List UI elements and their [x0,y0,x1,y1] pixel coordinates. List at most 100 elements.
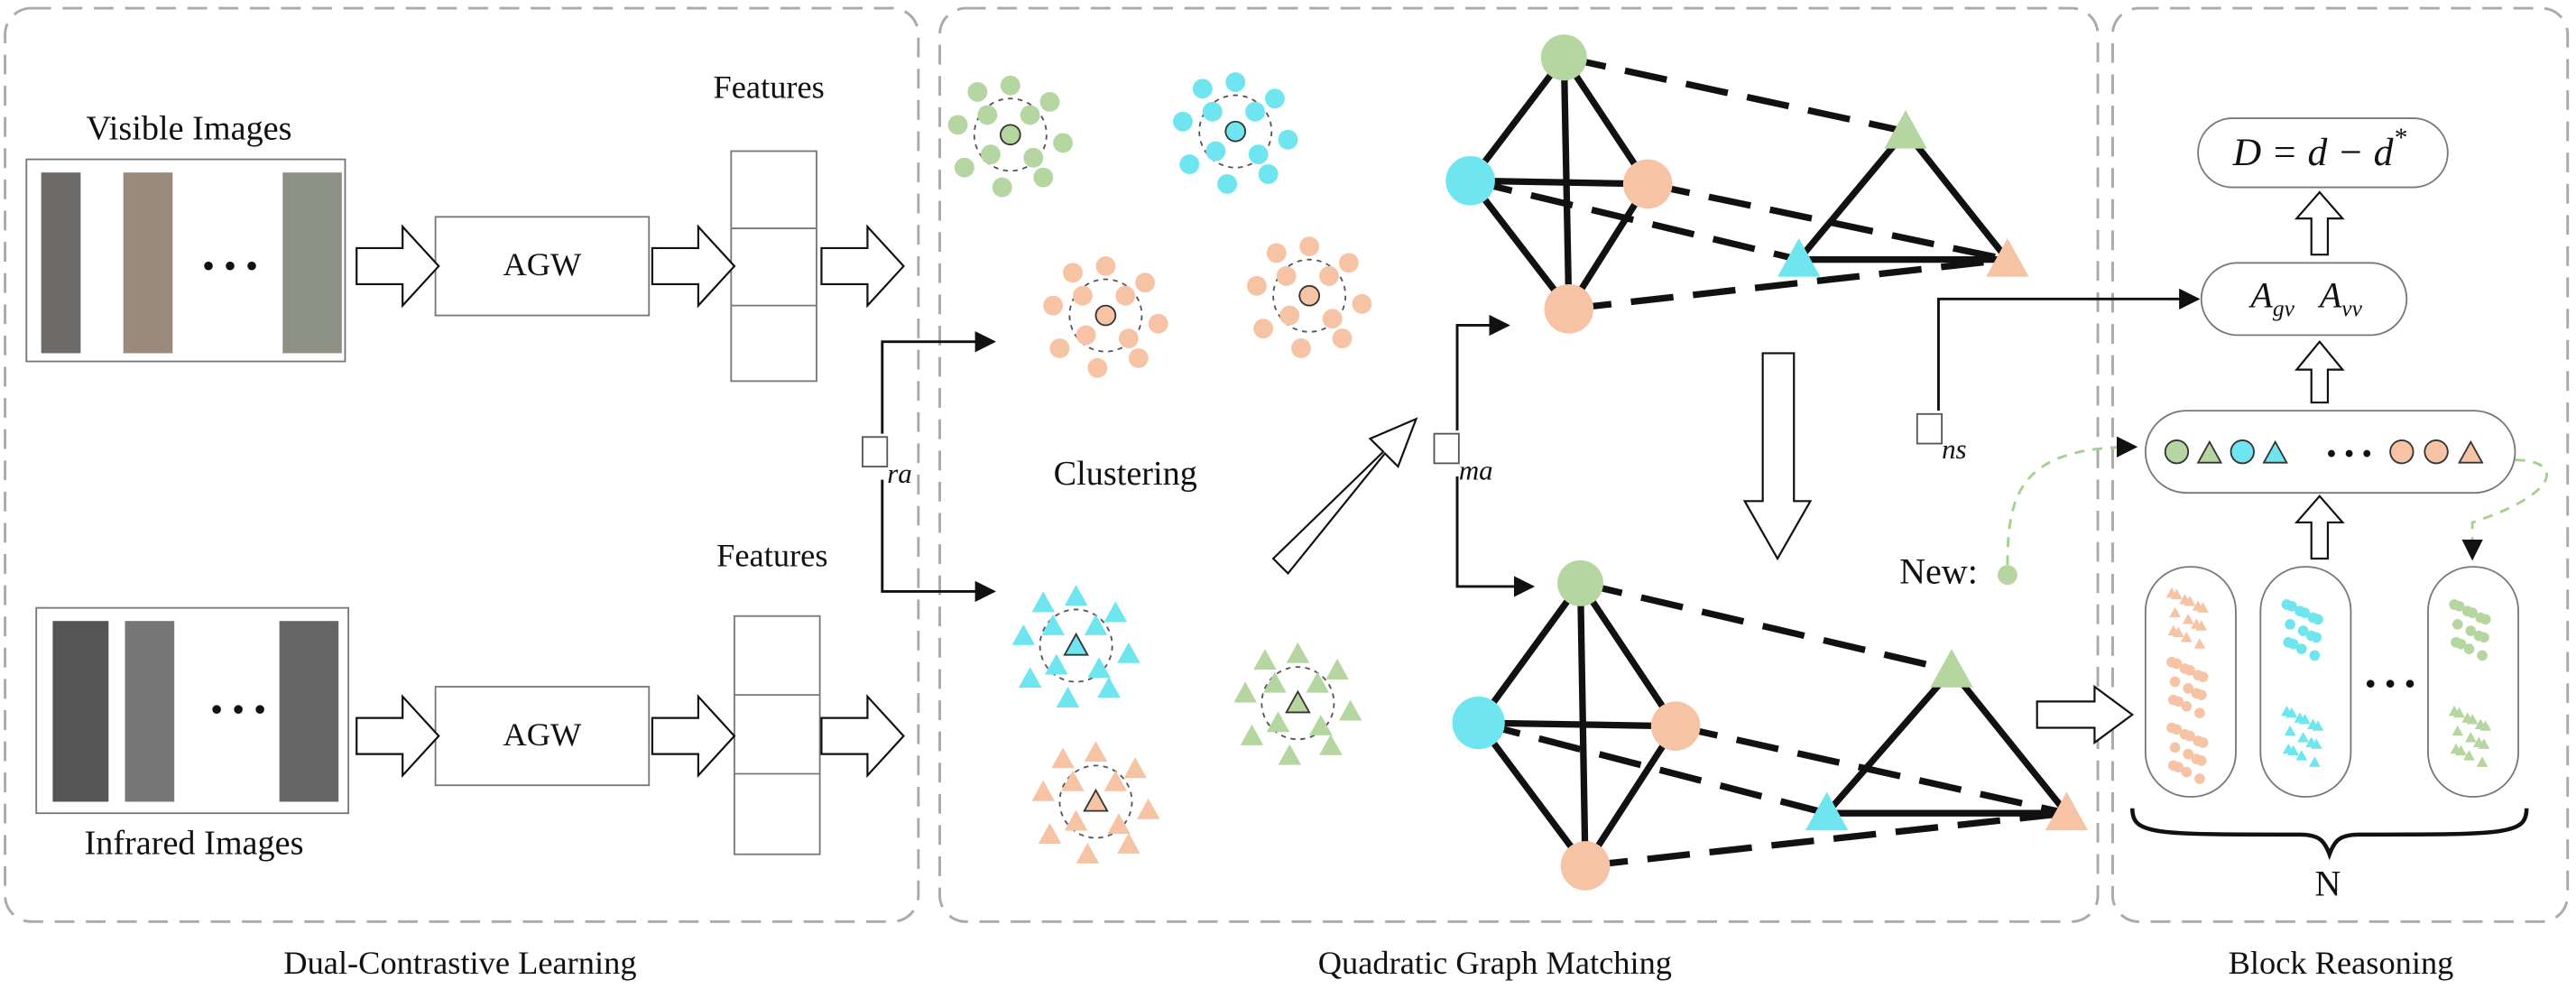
cluster-point [1020,105,1040,125]
feature-vector [730,150,817,383]
block-point [2451,619,2463,630]
loss-symbol [1916,412,1944,445]
block-point [2464,732,2477,743]
person-image [52,621,109,802]
cluster-center [999,124,1021,146]
features-label: Features [714,69,825,105]
cluster-point [1266,243,1287,263]
block-point [2295,750,2308,761]
cluster-point [1056,687,1080,707]
person-image [125,621,175,802]
cluster-point [1263,671,1287,693]
block-point [2451,725,2464,736]
block-point [2172,626,2184,638]
graph-node [1884,109,1927,149]
connector [1455,476,1536,597]
cluster-point [1053,133,1074,153]
cluster-point [1258,164,1279,184]
block-sequence [2144,410,2516,494]
graph-node [1622,159,1673,209]
block-point [2479,720,2492,731]
graph-node [1557,559,1604,606]
panel-frame [4,6,920,923]
person-image [279,621,339,802]
block-point [2455,744,2467,756]
cluster-boundary [1058,764,1133,839]
block-point [2297,625,2309,636]
encoder-label: AGW [503,246,582,282]
brace [2130,808,2529,861]
cluster-point [1023,147,1044,168]
cluster-point [1103,770,1128,791]
cluster-point [1245,101,1266,122]
cluster-point [1319,265,1339,286]
matrix-base: A [2248,275,2273,316]
cluster-center [1094,304,1117,327]
cluster-point [1064,585,1088,606]
block-point [2455,638,2467,650]
block-point [2287,744,2300,756]
block-point [2195,620,2208,631]
hollow-arrow [355,224,440,309]
block-token [2424,439,2449,465]
connector [2006,436,2138,566]
block-point [2309,650,2321,661]
cluster-point [1291,338,1311,358]
hollow-arrow [2294,339,2345,404]
block-point [2169,742,2181,753]
cluster-point [1192,79,1213,99]
block-point [2295,643,2307,654]
cluster-point [947,115,968,135]
block-point [2313,614,2323,625]
cluster-point [1233,681,1257,703]
cluster-point [1137,798,1160,819]
cluster-boundary [1260,666,1335,741]
cluster-point [1225,72,1246,92]
formula-box [2197,117,2449,189]
block-token [2262,439,2288,464]
cluster-point [1076,325,1096,346]
cluster-point [1117,833,1140,854]
block-token [2196,439,2223,464]
hollow-arrow [2294,494,2345,560]
block-point [2195,755,2207,766]
graph-edge [1949,668,2070,816]
block-point [2183,748,2194,760]
loss-symbol [862,436,889,467]
cluster-point [1246,275,1267,296]
block-point [2184,730,2195,742]
block-point [2478,738,2490,749]
hollow-arrow [820,694,905,779]
cluster-point [1286,642,1310,663]
block-point [2180,632,2193,642]
graph-edge [1467,179,1572,311]
ellipsis: • • • [2365,665,2415,701]
block-point [2467,607,2478,618]
ellipsis: • • • [210,689,266,729]
cluster-point [1097,677,1121,698]
block-point [2311,632,2322,643]
cluster-point [1202,101,1223,122]
cluster-point [1107,813,1131,835]
block-point [2173,762,2184,773]
graph-node [1445,155,1495,206]
block-point [2171,658,2183,670]
cluster-point [1061,770,1085,791]
cluster-point [1076,842,1100,864]
cluster-point [1309,714,1333,735]
graph-node [1544,283,1594,334]
cluster-point [1338,699,1362,721]
cluster-point [1240,724,1264,745]
graph-edge [1475,720,1588,868]
block-point [2310,738,2322,749]
matching-edge [1477,719,1828,817]
person-image [282,172,342,354]
cluster-point [1319,734,1343,755]
block-point [2285,707,2298,718]
cluster-point [1087,657,1111,679]
panel-label: Dual-Contrastive Learning [283,945,636,981]
block-point [2181,766,2193,778]
graph-node [2045,791,2089,831]
panel-frame [2110,6,2570,923]
cluster-point [1073,285,1093,306]
